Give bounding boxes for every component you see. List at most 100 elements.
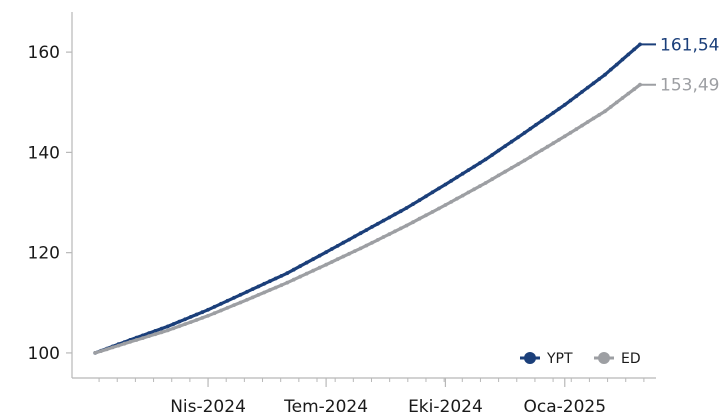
series-point-ypt [568, 98, 573, 103]
series-point-ypt [483, 157, 488, 162]
series-point-ed [632, 87, 637, 92]
series-point-ed [580, 123, 584, 128]
series-point-ypt [472, 164, 476, 169]
series-point-ed [153, 332, 158, 337]
series-point-ed [364, 243, 369, 248]
series-point-ypt [591, 81, 596, 86]
series-point-ed [99, 349, 103, 353]
series-point-ypt [188, 315, 193, 319]
series-layer [93, 42, 642, 355]
series-point-ypt [232, 295, 236, 300]
series-point-ypt [285, 271, 290, 276]
series-point-ypt [153, 329, 158, 333]
series-point-ed [238, 300, 243, 305]
series-point-ed [219, 308, 223, 313]
end-label-ypt: 161,54 [660, 35, 719, 55]
series-point-ypt [335, 244, 340, 248]
series-point-ed [557, 137, 561, 142]
series-point-ed [165, 328, 170, 333]
series-point-ed [443, 203, 448, 207]
series-point-ypt [225, 298, 230, 303]
series-line-ypt [94, 43, 642, 355]
series-point-ypt [200, 310, 205, 315]
series-point-ypt [626, 52, 631, 57]
series-point-ed [496, 173, 501, 178]
axes: 100 120 140 160 Nis-2024 Tem-2024 Eki-2024 Oca-… [28, 12, 656, 417]
legend-label-ed: ED [621, 351, 641, 367]
series-point-ypt [364, 228, 369, 233]
series-point-ypt [449, 179, 454, 183]
series-point-ypt [603, 72, 607, 77]
series-point-ypt [608, 67, 613, 72]
series-point-ed [279, 283, 284, 288]
series-point-ed [509, 166, 514, 170]
series-point-ypt [171, 322, 176, 326]
series-point-ypt [238, 292, 243, 297]
series-point-ypt [347, 237, 351, 242]
series-point-ed [528, 155, 533, 159]
legend-marker-ypt [524, 352, 536, 364]
series-point-ypt [183, 317, 188, 322]
series-point-ypt [268, 279, 272, 284]
series-point-ed [311, 268, 315, 273]
series-point-ed [545, 144, 550, 149]
series-point-ed [404, 223, 409, 228]
y-tick-label: 100 [28, 344, 60, 364]
series-point-ed [256, 293, 261, 297]
series-point-ypt [393, 212, 397, 217]
series-point-ed [387, 232, 392, 237]
series-point-ed [614, 100, 619, 105]
series-point-ed [483, 181, 488, 185]
series-point-ypt [528, 126, 533, 131]
series-point-ypt [424, 194, 428, 199]
series-point-ypt [516, 135, 520, 140]
series-point-ed [105, 347, 109, 352]
series-point-ypt [273, 276, 278, 281]
series-point-ed [574, 127, 579, 132]
end-labels: 161,54 153,49 [640, 35, 719, 96]
series-point-ed [352, 249, 357, 254]
series-point-ypt [490, 153, 494, 157]
series-point-ed [597, 113, 602, 117]
series-point-ypt [159, 326, 164, 331]
series-point-ypt [614, 62, 619, 67]
series-point-ed [304, 271, 309, 276]
series-point-ypt [352, 234, 357, 239]
series-point-ypt [585, 85, 590, 90]
series-point-ed [122, 341, 127, 346]
series-point-ed [375, 238, 380, 242]
series-point-ed [291, 277, 296, 282]
series-point-ed [250, 295, 255, 300]
series-point-ed [522, 158, 527, 163]
series-point-ed [194, 318, 199, 322]
series-point-ed [411, 220, 415, 225]
series-point-ed [335, 257, 340, 262]
y-tick-label: 160 [28, 43, 60, 63]
series-point-ypt [417, 198, 422, 203]
series-point-ypt [496, 148, 501, 153]
x-tick-label: Tem-2024 [283, 397, 368, 417]
series-point-ypt [534, 122, 538, 127]
series-point-ed [128, 340, 133, 344]
series-point-ed [347, 251, 351, 256]
series-point-ed [140, 336, 145, 340]
series-point-ed [608, 105, 613, 109]
legend: YPT ED [520, 351, 641, 367]
series-point-ed [424, 213, 428, 218]
series-point-ed [324, 262, 328, 267]
series-point-ypt [324, 250, 328, 255]
series-point-ed [437, 206, 441, 211]
series-point-ed [329, 260, 334, 264]
series-point-ed [206, 313, 210, 318]
series-point-ypt [466, 168, 471, 173]
series-point-ed [159, 330, 164, 335]
series-point-ypt [177, 319, 182, 324]
series-point-ypt [562, 102, 567, 107]
series-point-ypt [262, 281, 267, 286]
series-point-ypt [580, 90, 584, 94]
x-tick-label: Eki-2024 [408, 397, 483, 417]
series-point-ypt [212, 304, 217, 309]
series-point-ypt [437, 186, 441, 191]
series-point-ed [539, 148, 544, 153]
